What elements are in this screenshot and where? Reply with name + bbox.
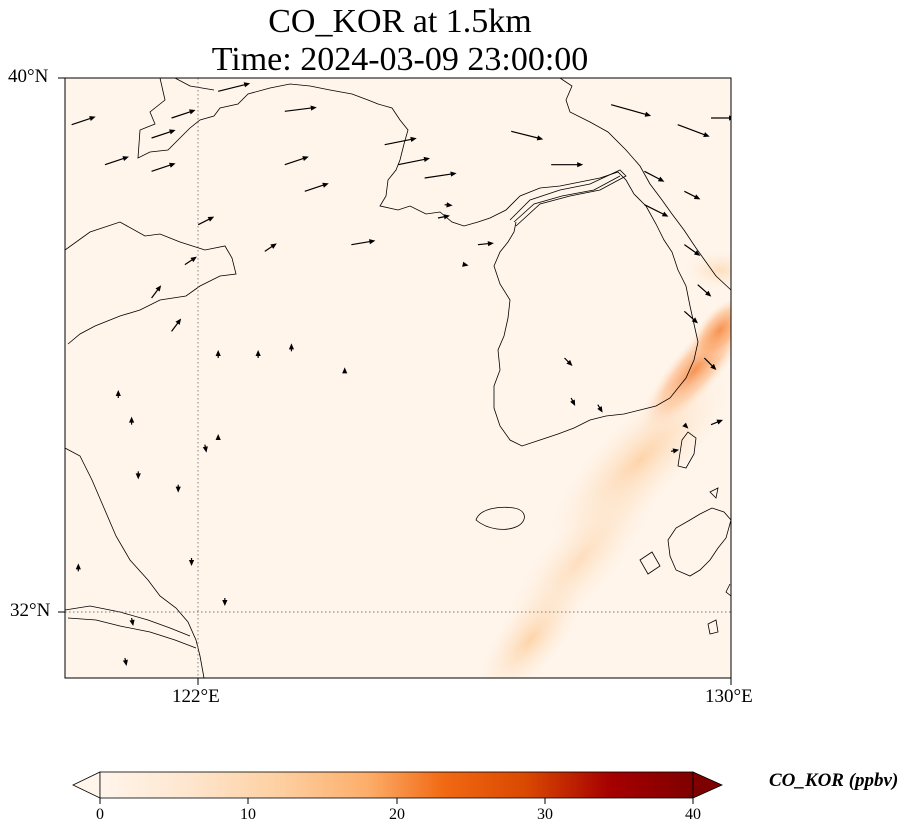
wind-vector [703,357,717,370]
chart-title-line2: Time: 2024-03-09 23:00:00 [211,41,589,78]
colorbar-gradient [99,771,694,799]
wind-vector [284,156,309,166]
coastlines [65,78,731,678]
wind-vector [462,261,469,267]
wind-vector [215,434,221,440]
lon-tick-130e: 130°E [705,686,753,707]
wind-vector [218,82,251,92]
wind-vector [564,357,573,366]
wind-vector [424,171,457,179]
wind-vector [683,310,698,324]
wind-vector [710,419,724,426]
wind-vector [75,563,81,572]
wind-vector [151,129,176,139]
wind-vector [351,239,376,246]
wind-vector [684,244,701,256]
wind-vector [215,350,221,358]
wind-vector [184,256,197,266]
wind-vector [644,204,669,217]
colorbar-extend-max [692,771,723,799]
colorbar-tick-30: 30 [537,806,553,823]
lat-tick-32n: 32°N [10,600,51,621]
wind-vector [437,214,450,220]
chart-title-line1: CO_KOR at 1.5km [268,3,532,40]
wind-vector [677,124,710,137]
colorbar [72,771,723,804]
lon-tick-122e: 122°E [172,686,220,707]
wind-vector [684,190,701,200]
wind-vector [135,471,141,480]
wind-vector [682,422,689,429]
wind-vector [570,397,576,406]
wind-vector [444,202,453,208]
wind-vector [511,130,544,141]
wind-vector [129,617,135,626]
colorbar-tick-0: 0 [96,806,104,823]
lat-tick-40n: 40°N [8,66,49,87]
wind-vector [284,105,317,112]
wind-vector [397,156,430,166]
wind-vector [670,448,680,454]
wind-vector [342,367,348,374]
wind-vector [175,484,181,493]
wind-vector [122,657,128,666]
wind-vector [384,136,417,146]
colorbar-tick-10: 10 [240,806,256,823]
wind-vector [551,162,584,168]
wind-vector [188,558,195,566]
wind-vector [202,444,208,453]
wind-vector [151,285,162,299]
wind-vectors [71,82,731,666]
wind-vector [71,116,96,126]
colorbar-label: CO_KOR (ppbv) [769,770,899,791]
wind-vector [104,156,129,166]
wind-vector [171,109,196,119]
wind-vector [288,343,295,352]
colorbar-tick-20: 20 [389,806,405,823]
wind-vector [222,598,228,606]
wind-vector [610,104,652,117]
wind-vector [255,350,261,358]
wind-vector [171,318,182,332]
map-frame [64,77,732,679]
colorbar-extend-min [72,771,101,799]
wind-vector [115,390,121,398]
wind-vector [151,162,176,172]
colorbar-tick-40: 40 [685,806,701,823]
map-area [65,78,731,678]
wind-vector [264,243,277,252]
co-concentration-field [65,78,731,678]
wind-vector [697,284,712,297]
wind-vector [644,170,665,182]
wind-vector [477,241,494,247]
wind-vector [197,216,215,226]
wind-vector [597,404,603,413]
wind-vector [129,416,135,425]
wind-vector [304,182,329,192]
